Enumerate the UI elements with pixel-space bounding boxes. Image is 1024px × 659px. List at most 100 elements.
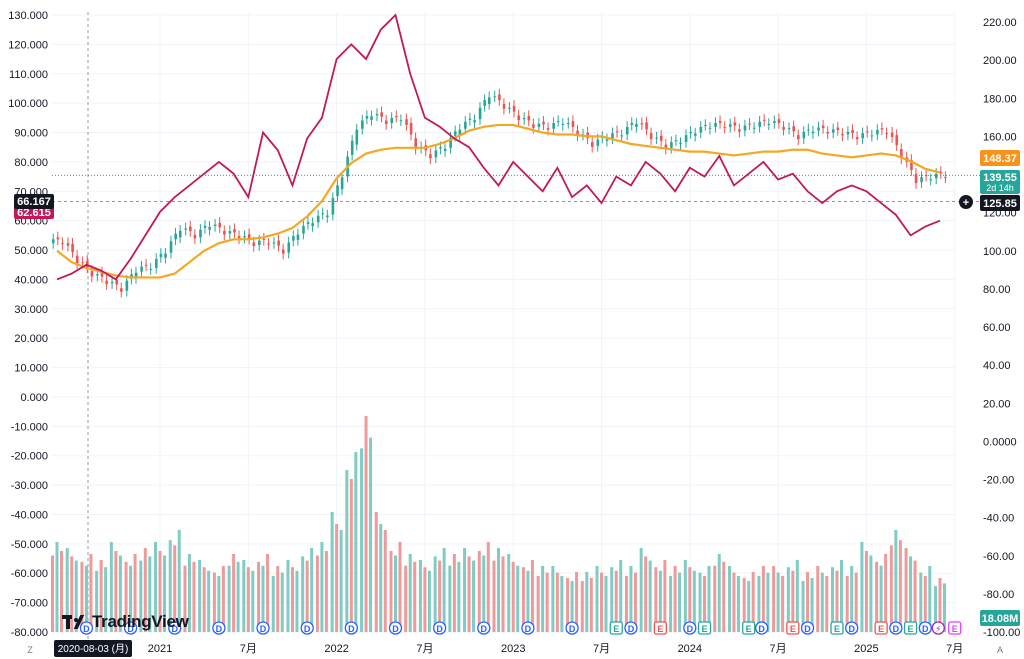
event-marker-dividend[interactable]: D: [388, 621, 403, 635]
candle-body: [287, 242, 291, 253]
event-marker-earnings-future[interactable]: E: [948, 621, 962, 635]
right-tick-label: -60.00: [983, 551, 1014, 563]
event-marker-earnings-up[interactable]: E: [697, 621, 712, 635]
event-marker-dividend[interactable]: D: [79, 621, 94, 635]
event-marker-earnings-down[interactable]: E: [653, 621, 668, 635]
candle-body: [914, 173, 918, 184]
candle-body: [262, 238, 266, 240]
event-marker-dividend[interactable]: D: [168, 621, 182, 635]
candle-body: [449, 137, 452, 148]
candle-body: [340, 177, 344, 190]
svg-text:125.85: 125.85: [983, 198, 1017, 210]
candle-body: [890, 132, 894, 138]
event-marker-dividend[interactable]: D: [300, 621, 314, 635]
volume-bar: [629, 566, 633, 632]
candle-body: [571, 121, 575, 127]
event-marker-dividend[interactable]: D: [755, 621, 769, 635]
candle-body: [399, 120, 403, 122]
candle-body: [508, 107, 511, 109]
volume-bar: [497, 548, 500, 632]
volume-bar: [266, 554, 270, 632]
volume-bar: [99, 560, 103, 632]
candle-body: [670, 142, 673, 148]
event-marker-earnings-up[interactable]: E: [830, 621, 844, 635]
volume-bar: [207, 570, 211, 632]
volume-bar: [438, 560, 442, 632]
time-tick-label: 7月: [416, 643, 433, 655]
volume-bar: [507, 554, 511, 632]
candle-body: [728, 124, 732, 127]
volume-bar: [404, 565, 408, 632]
volume-bar: [575, 572, 579, 632]
candle-body: [208, 226, 211, 230]
event-marker-split[interactable]: ⚡: [931, 621, 945, 635]
candle-body: [120, 288, 123, 292]
event-marker-dividend[interactable]: D: [918, 621, 932, 635]
volume-bar: [177, 530, 181, 632]
volume-bar: [566, 578, 570, 632]
event-marker-dividend[interactable]: D: [845, 621, 859, 635]
candle-body: [831, 129, 835, 133]
event-marker-dividend[interactable]: D: [889, 621, 903, 635]
candle-body: [71, 243, 74, 253]
event-marker-earnings-up[interactable]: E: [609, 621, 623, 635]
add-alert-plus-icon[interactable]: [959, 195, 973, 209]
candle-body: [826, 131, 830, 134]
svg-text:18.08M: 18.08M: [982, 613, 1019, 625]
svg-text:D: D: [569, 624, 576, 634]
candle-body: [311, 223, 314, 226]
candle-body: [846, 131, 850, 135]
candle-body: [350, 140, 354, 155]
volume-bar: [747, 581, 751, 632]
time-tick-label: 7月: [240, 643, 257, 655]
volume-bar: [673, 566, 677, 632]
volume-bar: [909, 556, 913, 632]
candle-body: [694, 133, 697, 136]
candle-body: [708, 127, 712, 129]
candle-body: [390, 117, 394, 124]
tradingview-logo[interactable]: TradingView: [62, 612, 189, 632]
event-marker-dividend[interactable]: D: [256, 621, 270, 635]
volume-bar: [95, 570, 99, 632]
candle-body: [213, 224, 217, 226]
left-tick-label: -80.000: [11, 627, 48, 639]
event-marker-dividend[interactable]: D: [521, 621, 535, 635]
volume-bar: [820, 572, 824, 632]
left-tick-label: 0.000: [20, 392, 48, 404]
candle-body: [203, 225, 207, 228]
time-tick-label: 7月: [593, 643, 610, 655]
event-marker-dividend[interactable]: D: [800, 621, 815, 635]
svg-text:E: E: [952, 624, 958, 634]
comparison-price-line: [56, 13, 941, 281]
candle-body: [498, 94, 501, 101]
auto-scale-right-button[interactable]: A: [997, 645, 1003, 655]
event-marker-earnings-down[interactable]: E: [874, 621, 888, 635]
candle-body: [458, 129, 462, 136]
candle-body: [537, 123, 541, 127]
candle-body: [689, 131, 693, 134]
volume-bar: [163, 555, 167, 632]
event-marker-dividend[interactable]: D: [624, 621, 638, 635]
event-marker-dividend[interactable]: D: [344, 621, 358, 635]
event-marker-earnings-down[interactable]: E: [786, 621, 800, 635]
event-marker-dividend[interactable]: D: [565, 621, 579, 635]
auto-scale-left-button[interactable]: Z: [27, 645, 33, 655]
event-marker-dividend[interactable]: D: [432, 621, 447, 635]
event-marker-earnings-up[interactable]: E: [903, 621, 918, 635]
candle-body: [861, 133, 865, 139]
volume-bar: [389, 551, 393, 632]
time-tick-label: 2021: [148, 643, 172, 655]
event-markers[interactable]: D D D D D D D D D D D D E D E D E E D E D E D E D E D ⚡ E: [79, 621, 962, 635]
event-marker-earnings-up[interactable]: E: [742, 621, 756, 635]
candle-body: [542, 121, 545, 125]
volume-bar: [816, 566, 820, 632]
event-marker-dividend[interactable]: D: [683, 621, 697, 635]
svg-text:2d 14h: 2d 14h: [986, 183, 1014, 193]
event-marker-dividend[interactable]: D: [477, 621, 491, 635]
volume-bar: [139, 560, 143, 632]
event-marker-dividend[interactable]: D: [212, 621, 226, 635]
volume-bar: [516, 565, 520, 632]
event-marker-dividend[interactable]: D: [123, 621, 138, 635]
volume-bar: [109, 542, 113, 632]
